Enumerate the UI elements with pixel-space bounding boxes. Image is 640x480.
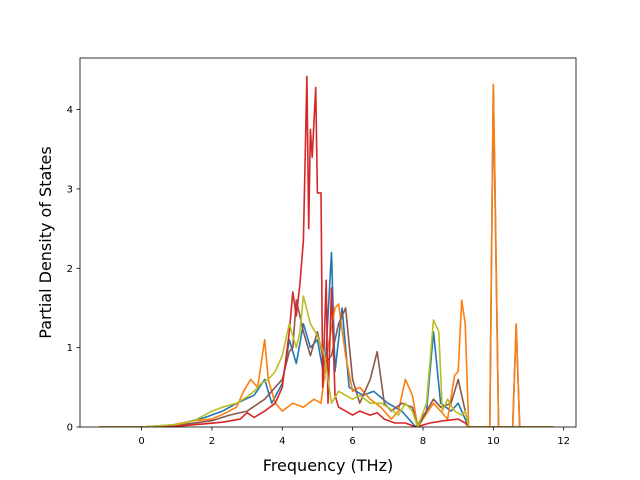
y-tick-label: 0 [67,423,73,434]
x-tick-label: 8 [420,436,426,447]
x-tick-label: 10 [487,436,500,447]
x-tick-label: 12 [557,436,570,447]
x-axis: 0 2 4 6 8 10 12 [138,427,570,447]
y-tick-label: 2 [67,264,73,275]
series-line-4 [99,75,554,427]
series-layer [99,75,554,427]
series-line-3 [99,299,554,427]
x-tick-label: 0 [138,436,144,447]
x-tick-label: 2 [209,436,215,447]
x-tick-label: 6 [349,436,355,447]
y-axis-label: Partial Density of States [36,146,55,338]
x-tick-label: 4 [279,436,285,447]
axes-frame [79,57,577,428]
y-axis: 0 1 2 3 4 [67,105,80,434]
y-tick-label: 4 [67,105,73,116]
y-tick-label: 1 [67,343,73,354]
series-line-5 [99,295,554,427]
x-axis-label: Frequency (THz) [263,456,393,475]
y-tick-label: 3 [67,184,73,195]
series-line-1 [99,85,554,427]
